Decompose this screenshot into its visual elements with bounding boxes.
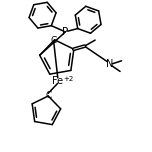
Text: C: C	[51, 36, 57, 45]
Text: Fe: Fe	[52, 76, 63, 86]
Text: +2: +2	[64, 76, 74, 82]
Text: N: N	[106, 59, 113, 69]
Text: P: P	[62, 27, 69, 37]
Text: C: C	[45, 91, 51, 100]
